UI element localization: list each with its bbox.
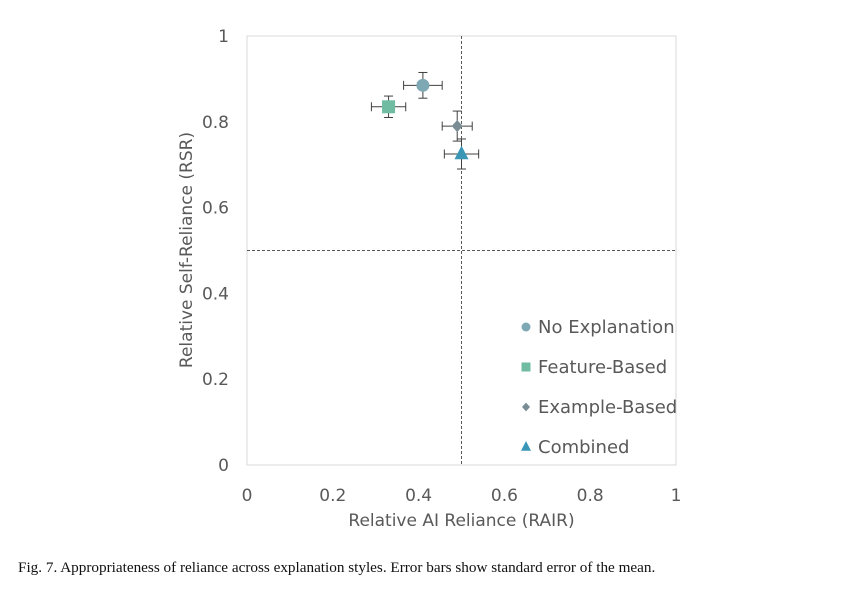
x-tick-label: 1	[671, 486, 682, 506]
legend-item: Example-Based	[522, 397, 677, 418]
x-tick-label: 0.2	[319, 486, 346, 506]
y-tick-label: 0.8	[202, 113, 229, 133]
legend-item: Combined	[521, 437, 629, 458]
y-tick-label: 0.6	[202, 199, 229, 219]
x-axis-label: Relative AI Reliance (RAIR)	[348, 511, 574, 531]
legend-item: Feature-Based	[521, 357, 667, 378]
legend-item: No Explanation	[521, 317, 675, 338]
legend-marker	[521, 362, 531, 372]
y-tick-label: 1	[218, 27, 229, 47]
x-tick-label: 0.8	[577, 486, 604, 506]
scatter-chart: 0 0.2 0.4 0.6 0.8 1 0 0.2 0.4 0.6 0.8 1 No Explana…	[177, 27, 682, 531]
x-tick-label: 0.6	[491, 486, 518, 506]
y-tick-label: 0.4	[202, 284, 229, 304]
legend-marker	[522, 402, 530, 412]
y-tick-label: 0	[218, 456, 229, 476]
data-point	[416, 78, 430, 92]
legend-label: Example-Based	[538, 397, 677, 418]
y-axis-label: Relative Self-Reliance (RSR)	[177, 132, 197, 368]
data-point	[382, 100, 396, 114]
legend-label: No Explanation	[538, 317, 675, 338]
legend-label: Feature-Based	[538, 357, 667, 378]
legend-marker	[521, 441, 531, 451]
y-tick-label: 0.2	[202, 370, 229, 390]
legend-marker	[521, 322, 531, 332]
x-tick-label: 0	[242, 486, 253, 506]
legend-label: Combined	[538, 437, 629, 458]
figure-caption: Fig. 7. Appropriateness of reliance acro…	[18, 559, 656, 576]
x-tick-label: 0.4	[405, 486, 432, 506]
data-point	[454, 145, 469, 160]
data-point	[451, 120, 463, 133]
